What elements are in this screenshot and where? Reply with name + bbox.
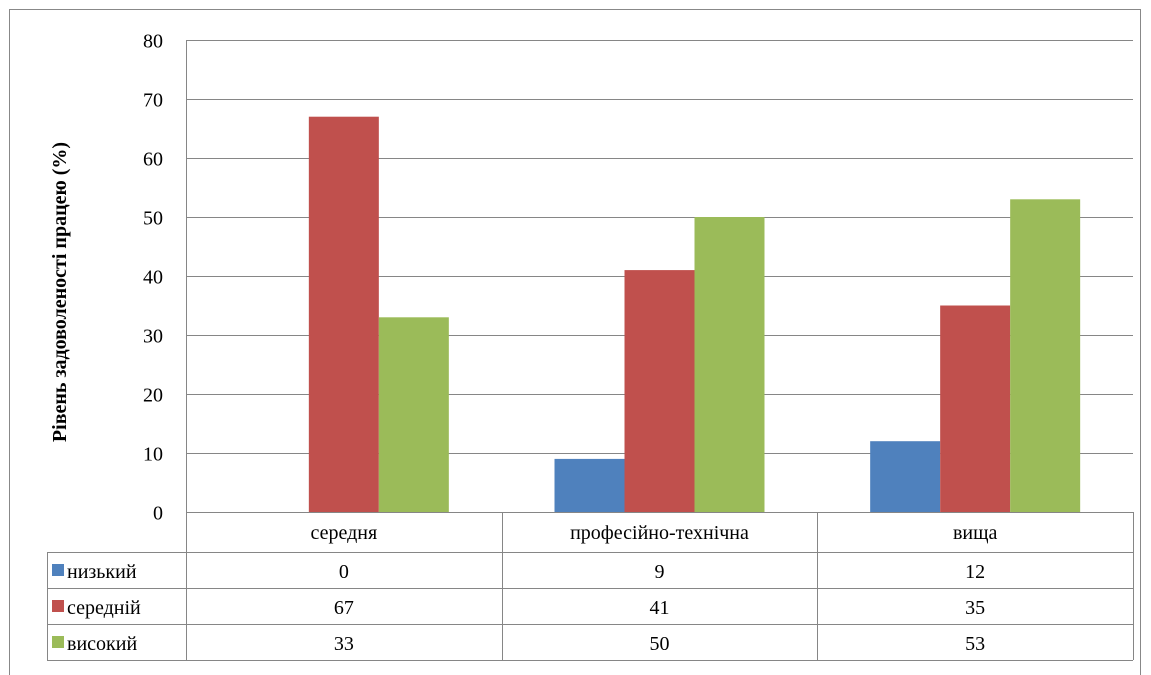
y-tick-label: 70 <box>143 90 163 112</box>
legend-label: низький <box>67 561 137 583</box>
legend-label: високий <box>67 633 137 655</box>
chart-border <box>9 9 1141 675</box>
bar <box>940 305 1011 512</box>
y-axis-label: Рівень задоволеності працею (%) <box>49 142 71 442</box>
legend-label: середній <box>67 597 141 619</box>
y-axis-ticks: 0 10 20 30 40 50 60 70 80 <box>143 31 163 525</box>
data-label: 50 <box>650 633 670 655</box>
data-label: 67 <box>334 597 354 619</box>
bar <box>308 116 379 512</box>
y-tick-label: 30 <box>143 326 163 348</box>
legend-swatch <box>52 636 64 648</box>
bar <box>378 317 449 512</box>
data-label: 12 <box>965 561 985 583</box>
bars <box>308 116 1081 513</box>
data-label: 33 <box>334 633 354 655</box>
x-category-label: професійно-технічна <box>570 522 749 544</box>
data-table: середня професійно-технічна вища низький 0 9 1… <box>47 512 1134 661</box>
bar <box>870 441 941 512</box>
bar <box>1010 199 1081 513</box>
legend-swatch <box>52 564 64 576</box>
y-tick-label: 50 <box>143 208 163 230</box>
data-label: 9 <box>655 561 665 583</box>
data-label: 35 <box>965 597 985 619</box>
bar <box>554 458 625 512</box>
y-tick-label: 40 <box>143 267 163 289</box>
y-tick-label: 80 <box>143 31 163 53</box>
data-label: 53 <box>965 633 985 655</box>
legend-swatch <box>52 600 64 612</box>
y-tick-label: 20 <box>143 385 163 407</box>
y-tick-label: 10 <box>143 444 163 466</box>
x-category-label: середня <box>310 522 377 544</box>
bar <box>694 217 765 512</box>
data-label: 41 <box>650 597 670 619</box>
data-label: 0 <box>339 561 349 583</box>
y-tick-label: 60 <box>143 149 163 171</box>
x-category-label: вища <box>953 522 998 544</box>
bar <box>624 270 695 512</box>
chart-frame <box>9 9 1141 675</box>
y-tick-label: 0 <box>153 503 163 525</box>
